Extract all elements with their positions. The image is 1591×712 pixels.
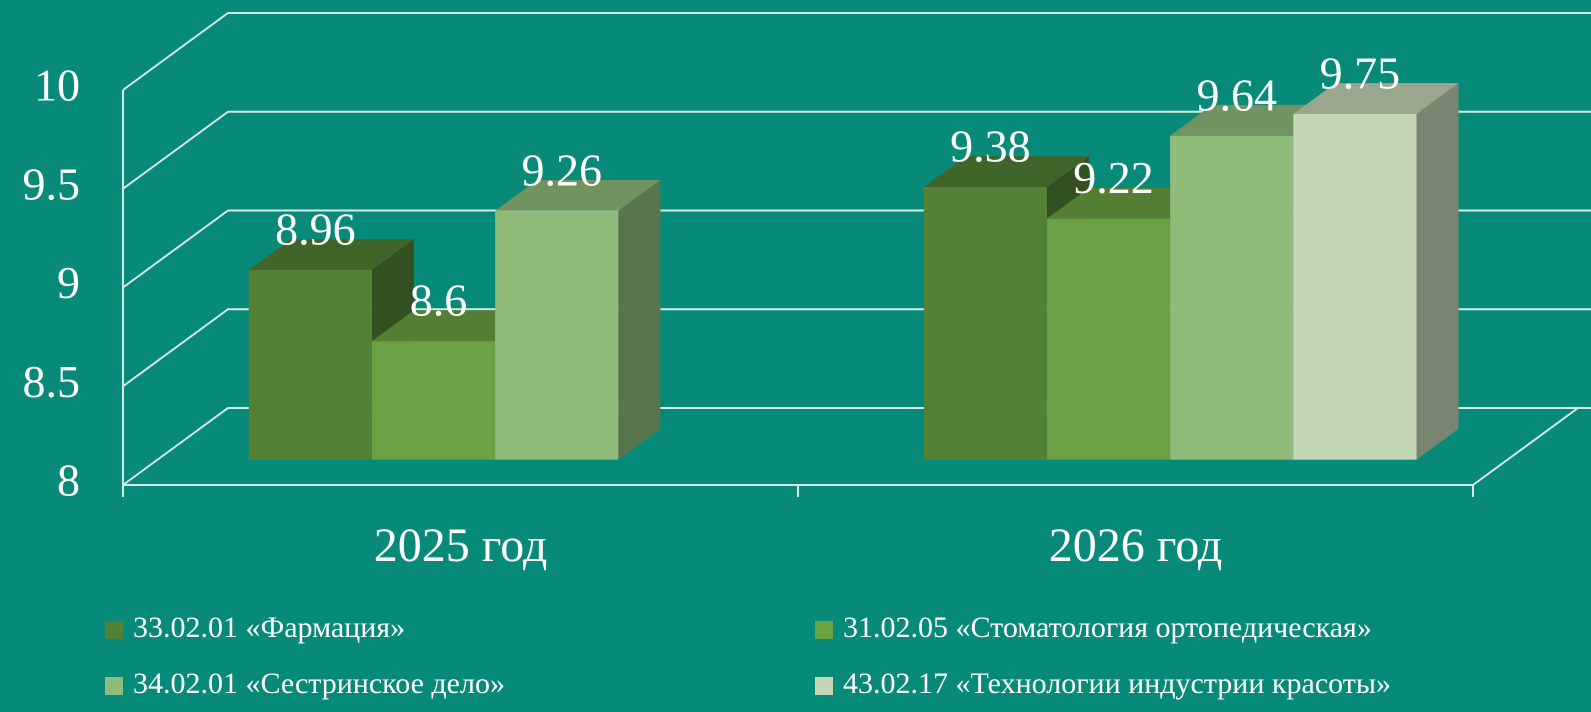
bar-top [495, 179, 661, 211]
value-label: 9.22 [1073, 152, 1154, 203]
value-label: 8.6 [410, 275, 468, 326]
legend-swatch [815, 621, 833, 639]
value-label: 9.64 [1196, 69, 1277, 120]
bar-top [1293, 83, 1459, 114]
bar-front [1170, 135, 1294, 460]
grid-line [122, 110, 1591, 190]
x-tick-label: 2026 год [1049, 519, 1223, 572]
legend-label: 43.02.17 «Технологии индустрии красоты» [843, 667, 1391, 700]
bar-front [248, 269, 372, 460]
y-tick-label: 9 [57, 257, 80, 308]
legend-label: 34.02.01 «Сестринское дело» [133, 667, 505, 700]
y-tick-label: 8 [57, 455, 80, 506]
x-tick-label: 2025 год [374, 519, 548, 572]
value-label: 9.26 [521, 144, 602, 195]
value-label: 9.38 [950, 121, 1031, 172]
y-tick-label: 8.5 [23, 356, 81, 407]
y-tick-label: 10 [34, 60, 80, 111]
value-label: 9.75 [1320, 48, 1401, 99]
bar-top [923, 156, 1089, 188]
value-label: 8.96 [275, 204, 356, 255]
floor-right [1472, 407, 1579, 486]
grid-line [122, 12, 1591, 91]
bar-side [618, 179, 661, 460]
bar-front [495, 210, 619, 460]
legend-swatch [105, 621, 123, 639]
bar-top [248, 239, 414, 270]
bar [1293, 83, 1459, 460]
legend-label: 31.02.05 «Стоматология ортопедическая» [843, 611, 1372, 644]
bar-front [1046, 218, 1171, 460]
bar [495, 179, 661, 460]
bar-front [923, 187, 1047, 460]
legend-label: 33.02.01 «Фармация» [133, 611, 405, 644]
bar-front [1293, 113, 1417, 460]
y-tick-label: 9.5 [23, 158, 81, 209]
bar-front [371, 341, 496, 460]
bar-side [1416, 83, 1459, 460]
legend-swatch [815, 677, 833, 695]
legend-swatch [105, 677, 123, 695]
